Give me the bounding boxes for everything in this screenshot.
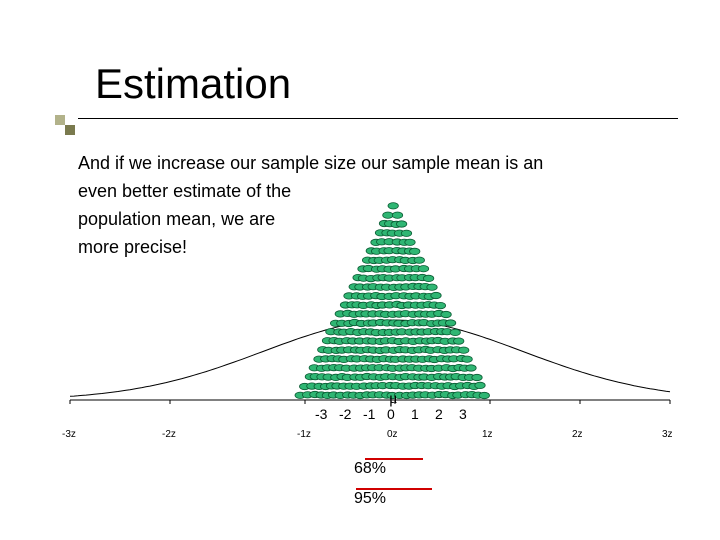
inner-tick-neg2: -2	[339, 406, 351, 422]
outer-tick-pos2: 2z	[572, 429, 583, 440]
inner-tick-pos2: 2	[435, 406, 443, 422]
title-underline	[78, 118, 678, 119]
outer-tick-neg2: -2z	[162, 429, 176, 440]
inner-tick-pos1: 1	[411, 406, 419, 422]
distribution-svg	[60, 190, 680, 404]
outer-tick-pos3: 3z	[662, 429, 673, 440]
body-line-1: And if we increase our sample size our s…	[78, 153, 543, 173]
inner-tick-zero: 0	[387, 406, 395, 422]
inner-tick-neg1: -1	[363, 406, 375, 422]
pct-95-label: 95%	[60, 490, 680, 508]
outer-tick-pos1: 1z	[482, 429, 493, 440]
inner-tick-pos3: 3	[459, 406, 467, 422]
title-bullet-icon	[55, 115, 77, 137]
pct-68-label: 68%	[60, 460, 680, 478]
outer-tick-neg1: -1z	[297, 429, 311, 440]
distribution-figure: μ -3 -2 -1 0 1 2 3 -3z -2z -1z 0z 1z 2z …	[60, 190, 680, 470]
outer-tick-zero: 0z	[387, 429, 398, 440]
inner-tick-neg3: -3	[315, 406, 327, 422]
title-block: Estimation	[55, 60, 291, 108]
slide-title: Estimation	[95, 60, 291, 108]
outer-tick-neg3: -3z	[62, 429, 76, 440]
